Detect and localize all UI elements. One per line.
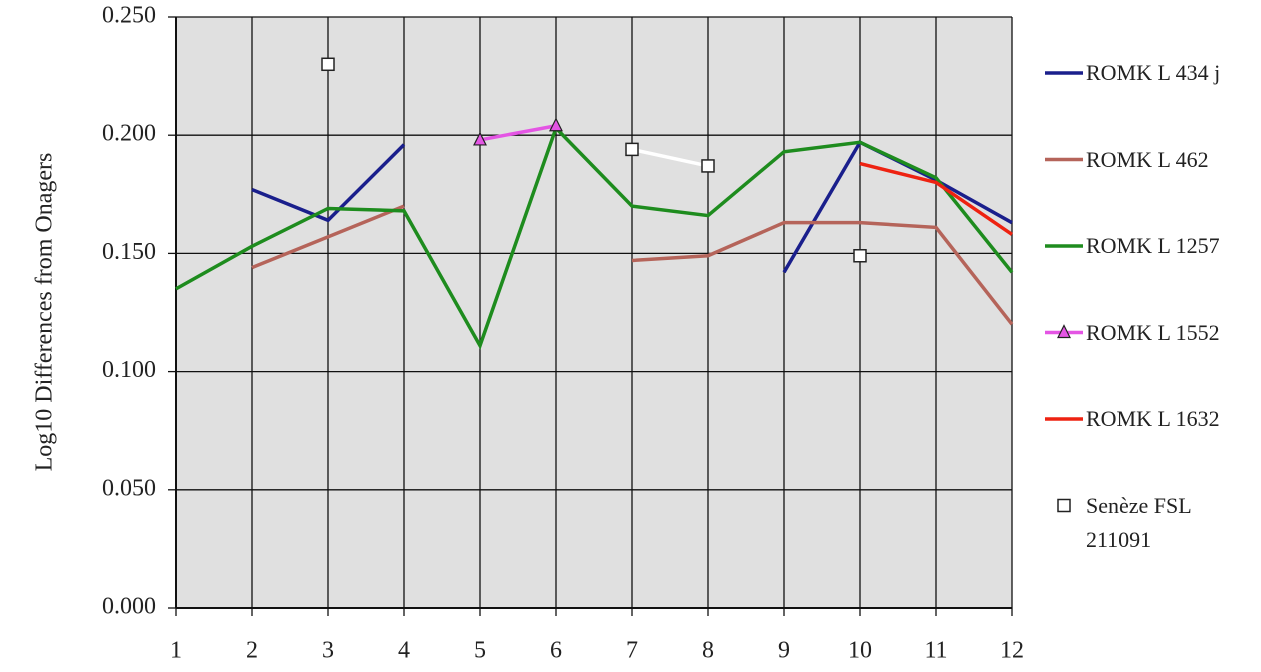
x-tick-label: 8 (702, 638, 714, 664)
marker (853, 249, 867, 263)
x-tick-label: 7 (626, 638, 638, 664)
legend-label: Senèze FSL 211091 (1086, 492, 1191, 552)
y-axis-label: Log10 Differences from Onagers (32, 153, 58, 472)
x-tick-label: 4 (398, 638, 410, 664)
marker (701, 159, 715, 173)
series-line (479, 124, 557, 142)
x-tick-label: 12 (1000, 638, 1024, 664)
x-tick-label: 1 (170, 638, 182, 664)
x-tick-label: 9 (778, 638, 790, 664)
y-tick-label: 0.200 (102, 121, 156, 147)
y-tick-label: 0.100 (102, 357, 156, 383)
legend-label: ROMK L 1257 (1086, 233, 1220, 258)
series-line (859, 161, 1013, 236)
legend-label: ROMK L 1552 (1086, 319, 1220, 345)
x-tick-label: 3 (322, 638, 334, 664)
marker (625, 142, 639, 157)
marker (321, 57, 335, 72)
series-line (175, 124, 1014, 350)
marker (549, 117, 563, 132)
plot-area (176, 17, 1012, 608)
legend-label: ROMK L 1632 (1086, 406, 1220, 431)
legend-label: ROMK L 462 (1086, 146, 1209, 172)
x-tick-label: 5 (474, 638, 486, 664)
y-tick-label: 0.250 (102, 3, 156, 29)
y-tick-label: 0.050 (102, 475, 156, 501)
y-tick-label: 0.150 (102, 239, 156, 265)
legend-label: ROMK L 434 j (1086, 60, 1221, 85)
legend-marker (1057, 324, 1071, 339)
x-tick-label: 2 (246, 638, 258, 664)
marker (473, 131, 487, 146)
legend-marker (1057, 498, 1071, 513)
x-tick-label: 6 (550, 638, 562, 664)
x-tick-label: 10 (848, 638, 872, 664)
y-tick-label: 0.000 (102, 594, 156, 620)
series-line (251, 204, 1014, 326)
x-tick-label: 11 (924, 638, 947, 664)
